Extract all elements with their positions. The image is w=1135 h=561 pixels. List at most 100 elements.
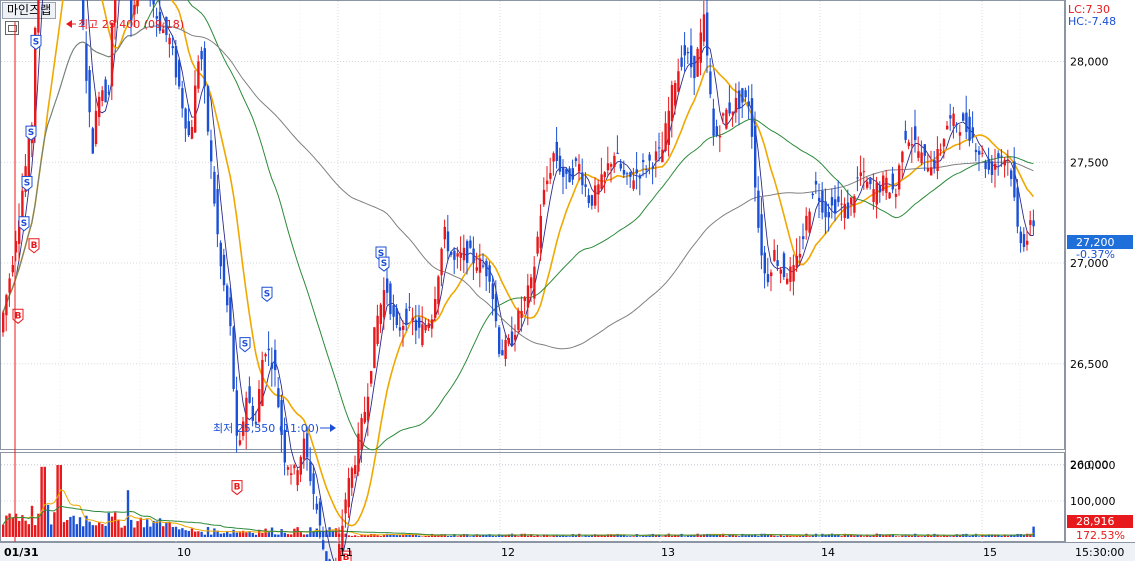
volume-bar: [101, 524, 104, 537]
candle-body: [821, 190, 824, 213]
ma-short-line: [2, 0, 1034, 561]
candle-body: [514, 334, 517, 340]
volume-bar: [254, 534, 258, 537]
candle-body: [565, 168, 568, 174]
candle-body: [418, 317, 421, 328]
candle-body: [382, 290, 386, 318]
candle-body: [1003, 159, 1006, 166]
volume-bar: [946, 535, 949, 537]
volume-bar: [27, 524, 30, 537]
volume-bar: [350, 535, 354, 537]
candle-body: [1032, 220, 1035, 227]
volume-bar: [2, 524, 5, 537]
candle-body: [94, 110, 98, 145]
volume-bar: [85, 515, 88, 537]
volume-bar: [661, 536, 664, 537]
volume-bar: [1029, 533, 1032, 537]
candle-body: [264, 354, 267, 357]
volume-bar: [856, 535, 859, 537]
candle-body: [642, 160, 645, 163]
candle-body: [622, 169, 626, 175]
candle-body: [424, 325, 427, 331]
svg-text:S: S: [24, 178, 30, 188]
volume-bar: [203, 534, 206, 537]
volume-bar: [530, 534, 533, 537]
volume-bar: [280, 529, 283, 537]
candle-body: [197, 61, 200, 89]
candle-body: [600, 174, 603, 190]
candle-body: [770, 272, 773, 277]
volume-bar: [446, 536, 450, 537]
volume-bar: [494, 536, 498, 537]
candle-body: [914, 126, 917, 141]
candle-body: [856, 177, 859, 179]
sell-signal-icon: S: [25, 125, 37, 141]
volume-bar: [152, 520, 155, 537]
volume-bar: [142, 527, 146, 537]
volume-bar: [482, 534, 485, 537]
candle-body: [558, 155, 562, 172]
candle-body: [626, 173, 629, 175]
date-tick-label: 15: [983, 546, 997, 559]
candle-body: [350, 468, 354, 488]
candle-body: [437, 276, 440, 304]
volume-bar: [590, 535, 594, 537]
candle-body: [779, 269, 782, 274]
volume-bar: [1032, 526, 1035, 537]
volume-bar: [757, 535, 760, 537]
candle-body: [469, 240, 472, 248]
volume-bar: [126, 490, 130, 537]
volume-bar: [386, 533, 389, 537]
volume-bar: [40, 466, 43, 537]
candle-body: [578, 164, 581, 172]
candle-body: [702, 14, 706, 42]
volume-bar: [904, 534, 907, 537]
candle-body: [206, 86, 210, 132]
volume-bar: [11, 517, 14, 537]
candle-body: [366, 396, 370, 421]
candle-body: [533, 266, 536, 299]
volume-bar: [133, 527, 136, 537]
candle-body: [200, 50, 203, 60]
volume-bar: [869, 535, 872, 537]
candle-body: [648, 154, 651, 161]
candle-body: [811, 193, 814, 196]
volume-bar: [226, 530, 229, 537]
volume-bar: [1010, 535, 1013, 537]
volume-bar: [24, 520, 27, 537]
volume-bar: [840, 536, 843, 537]
candle-body: [299, 457, 302, 475]
volume-bar: [664, 535, 667, 537]
volume-bar: [453, 534, 456, 537]
svg-text:S: S: [33, 37, 39, 47]
ma-long-line: [2, 0, 1034, 451]
candle-body: [338, 544, 341, 561]
candle-body: [498, 327, 501, 355]
candle-body: [968, 116, 971, 141]
candle-body: [542, 189, 546, 205]
candle-body: [581, 172, 584, 186]
candle-body: [840, 203, 843, 205]
volume-bar: [837, 534, 840, 537]
volume-bar: [78, 517, 82, 537]
volume-bar: [427, 535, 430, 537]
volume-bar: [238, 531, 242, 537]
volume-bar: [725, 536, 728, 537]
volume-bar: [408, 534, 411, 537]
volume-bar: [469, 536, 472, 537]
volume-bar: [907, 535, 910, 537]
price-tick-label: 26,000: [1070, 459, 1109, 472]
candle-body: [251, 405, 254, 421]
volume-bar: [478, 535, 482, 537]
volume-bar: [808, 536, 811, 537]
candle-body: [325, 551, 328, 561]
candle-body: [34, 27, 37, 127]
volume-bar: [165, 522, 168, 537]
sell-signal-icon: S: [21, 175, 33, 192]
candle-body: [994, 163, 997, 170]
volume-bar: [731, 533, 734, 537]
date-axis-band: [0, 542, 1135, 561]
volume-bar: [114, 512, 117, 537]
volume-bar: [107, 512, 110, 537]
candle-body: [830, 197, 834, 206]
